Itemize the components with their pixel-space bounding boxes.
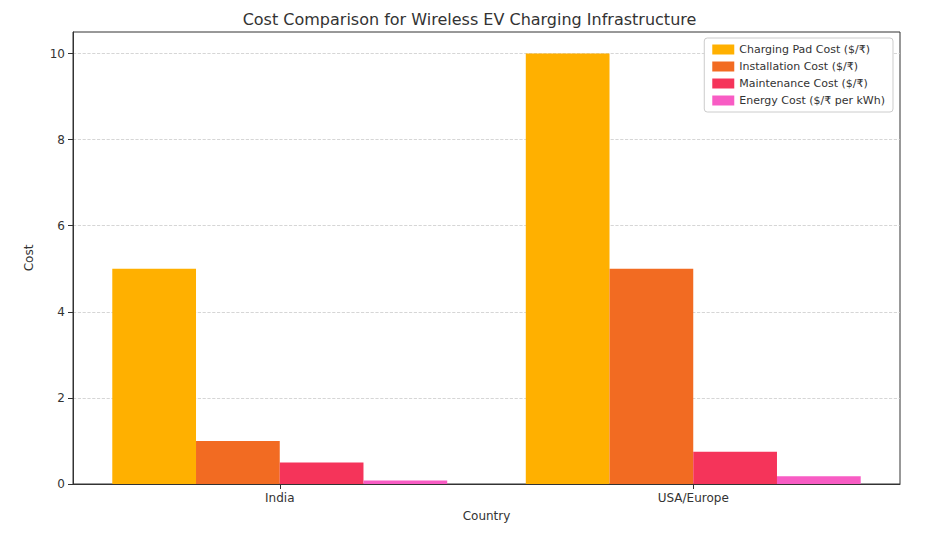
- svg-text:Energy Cost ($/₹ per kWh): Energy Cost ($/₹ per kWh): [739, 94, 885, 107]
- svg-text:8: 8: [57, 133, 65, 147]
- svg-text:Cost Comparison for Wireless E: Cost Comparison for Wireless EV Charging…: [243, 10, 697, 29]
- svg-text:2: 2: [57, 391, 65, 405]
- svg-text:Maintenance Cost ($/₹): Maintenance Cost ($/₹): [739, 77, 868, 90]
- svg-text:4: 4: [57, 305, 65, 319]
- svg-text:0: 0: [57, 477, 65, 491]
- svg-text:6: 6: [57, 219, 65, 233]
- svg-text:Country: Country: [463, 509, 511, 523]
- svg-text:10: 10: [50, 47, 65, 61]
- svg-text:USA/Europe: USA/Europe: [658, 491, 729, 505]
- svg-text:Charging Pad Cost ($/₹): Charging Pad Cost ($/₹): [739, 43, 870, 56]
- svg-text:Cost: Cost: [22, 244, 36, 271]
- svg-text:Installation Cost ($/₹): Installation Cost ($/₹): [739, 60, 858, 73]
- svg-text:India: India: [265, 491, 294, 505]
